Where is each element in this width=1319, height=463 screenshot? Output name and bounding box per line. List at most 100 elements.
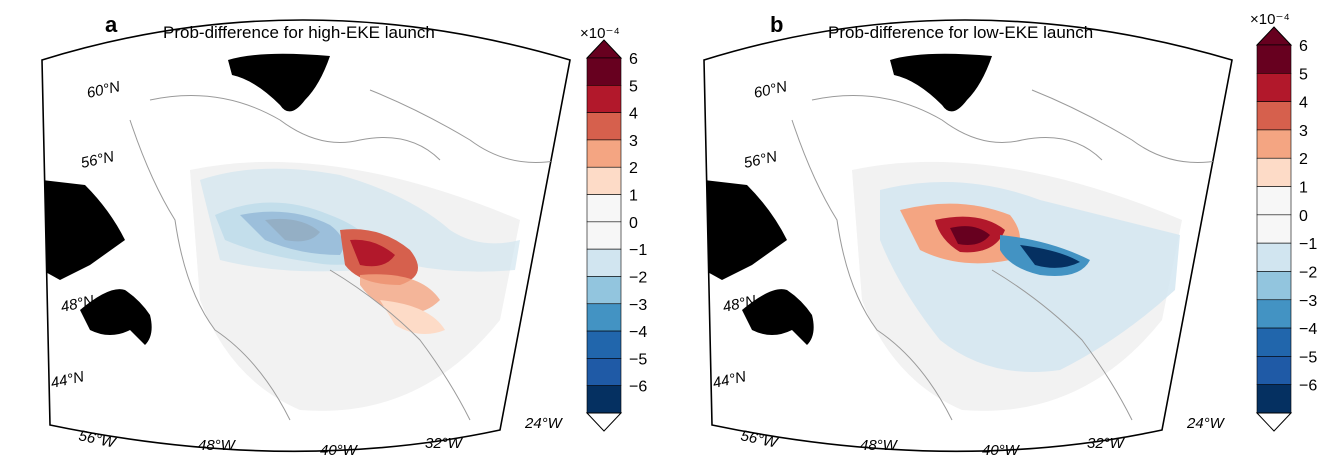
lat-tick-a-3: 48°N — [59, 292, 95, 316]
colorbar-multiplier-a: ×10⁻⁴ — [580, 25, 620, 42]
colorbar-label-a-6: 0 — [629, 215, 638, 232]
lon-tick-b-1: 48°W — [860, 437, 899, 454]
colorbar-swatch-b-9 — [1256, 299, 1292, 329]
lat-tick-b-0: 60°N — [752, 78, 788, 102]
lon-tick-b-3: 32°W — [1087, 435, 1126, 452]
land-labrador-a — [42, 180, 125, 280]
lat-tick-a-4: 44°N — [49, 368, 85, 392]
contour-line-b1 — [811, 95, 1103, 161]
colorbar-swatch-b-10 — [1256, 327, 1292, 357]
colorbar-label-b-2: 4 — [1299, 95, 1308, 112]
colorbar-multiplier-b: ×10⁻⁴ — [1250, 11, 1290, 28]
colorbar-swatch-b-12 — [1256, 384, 1292, 414]
colorbar-label-b-10: −4 — [1299, 321, 1317, 338]
colorbar-swatch-b-0 — [1256, 44, 1292, 74]
colorbar-swatch-a-8 — [586, 276, 622, 305]
colorbar-top-arrow-a — [585, 39, 623, 59]
colorbar-swatch-a-11 — [586, 358, 622, 386]
contour-line-a3 — [369, 89, 561, 163]
lon-ticks-a: 56°W 48°W 40°W 32°W 24°W — [77, 415, 564, 459]
colorbar-label-b-11: −5 — [1299, 349, 1317, 366]
colorbar-label-a-8: −2 — [629, 269, 647, 286]
lon-tick-a-3: 32°W — [425, 435, 464, 452]
colorbar-b: ×10⁻⁴ 6 5 4 3 2 1 0 −1 −2 −3 −4 −5 −6 — [1250, 11, 1317, 432]
neg-anomaly-core-b — [1020, 245, 1080, 268]
lat-tick-b-3: 48°N — [721, 292, 757, 316]
panel-b: b Prob-difference for low-EKE launch 60°… — [703, 12, 1233, 459]
colorbar-top-arrow-b — [1255, 26, 1293, 46]
colorbar-swatch-b-7 — [1256, 242, 1292, 272]
colorbar-label-b-9: −3 — [1299, 293, 1317, 310]
contour-line-a1 — [149, 95, 441, 161]
land-newfoundland-a — [80, 289, 152, 345]
panel-label-a: a — [105, 12, 118, 37]
pos-anomaly-core-a — [350, 239, 395, 267]
colorbar-swatch-b-2 — [1256, 101, 1292, 131]
land-newfoundland-b — [742, 289, 814, 345]
colorbar-label-a-11: −5 — [629, 351, 647, 368]
colorbar-label-a-3: 3 — [629, 133, 638, 150]
lat-tick-b-1: 56°N — [742, 148, 778, 172]
land-labrador-b — [704, 180, 787, 280]
colorbar-swatch-a-1 — [586, 85, 622, 113]
lat-tick-a-1: 56°N — [79, 148, 115, 172]
lon-tick-a-2: 40°W — [320, 442, 359, 458]
colorbar-label-a-10: −4 — [629, 324, 647, 341]
contour-line-b3 — [1031, 89, 1223, 163]
contour-line-a2 — [129, 119, 291, 421]
colorbar-swatch-a-4 — [586, 166, 622, 195]
colorbar-swatch-a-5 — [586, 194, 622, 223]
light-blue-spread-a — [200, 168, 520, 272]
colorbar-label-b-3: 3 — [1299, 123, 1308, 140]
colorbar-label-b-6: 0 — [1299, 208, 1308, 225]
colorbar-label-a-1: 5 — [629, 78, 638, 95]
colorbar-label-a-9: −3 — [629, 297, 647, 314]
colorbar-swatch-b-3 — [1256, 129, 1292, 159]
colorbar-label-a-12: −6 — [629, 379, 647, 396]
colorbar-swatch-b-1 — [1256, 73, 1292, 102]
colorbar-label-a-0: 6 — [629, 51, 638, 68]
land-greenland-b — [890, 53, 992, 112]
colorbar-swatch-a-2 — [586, 112, 622, 141]
colorbar-label-a-7: −1 — [629, 242, 647, 259]
contour-line-b4 — [991, 269, 1133, 421]
lon-tick-a-1: 48°W — [198, 437, 237, 454]
colorbar-label-b-12: −6 — [1299, 378, 1317, 395]
colorbar-a: ×10⁻⁴ 6 5 4 3 2 1 0 −1 −2 −3 −4 −5 −6 — [580, 25, 647, 432]
pos-anomaly-deep-b — [950, 226, 990, 245]
colorbar-swatch-a-0 — [586, 57, 622, 86]
colorbar-swatch-b-4 — [1256, 157, 1292, 187]
colorbar-swatch-b-11 — [1256, 356, 1292, 385]
colorbar-label-a-2: 4 — [629, 106, 638, 123]
pos-anomaly-light-a — [360, 274, 440, 314]
pos-anomaly-faint-a — [380, 300, 445, 334]
lat-tick-b-2: 52°N — [729, 225, 765, 249]
colorbar-swatch-b-6 — [1256, 214, 1292, 244]
colorbar-swatch-b-5 — [1256, 186, 1292, 216]
lat-ticks-b: 60°N 56°N 52°N 48°N 44°N — [711, 78, 788, 392]
colorbar-swatch-a-6 — [586, 221, 622, 250]
colorbar-label-b-7: −1 — [1299, 236, 1317, 253]
colorbar-swatch-a-3 — [586, 139, 622, 168]
colorbar-swatch-a-10 — [586, 330, 622, 359]
colorbar-swatch-a-12 — [586, 385, 622, 414]
colorbar-label-b-8: −2 — [1299, 264, 1317, 281]
lat-tick-a-0: 60°N — [85, 78, 121, 102]
colorbar-label-b-1: 5 — [1299, 66, 1308, 83]
colorbar-label-b-4: 2 — [1299, 151, 1308, 168]
contour-line-a4 — [329, 269, 471, 421]
panel-title-a: Prob-difference for high-EKE launch — [163, 23, 435, 42]
colorbar-label-b-5: 1 — [1299, 180, 1308, 197]
colorbar-swatch-a-7 — [586, 248, 622, 277]
lat-ticks-a: 60°N 56°N 52°N 48°N 44°N — [49, 78, 121, 392]
colorbar-bottom-arrow-a — [585, 412, 623, 432]
colorbar-label-b-0: 6 — [1299, 38, 1308, 55]
lat-tick-b-4: 44°N — [711, 368, 747, 392]
colorbar-swatch-a-9 — [586, 303, 622, 332]
lat-tick-a-2: 52°N — [67, 225, 103, 249]
lon-tick-b-2: 40°W — [982, 442, 1021, 458]
panel-label-b: b — [770, 12, 783, 37]
colorbar-bottom-arrow-b — [1255, 412, 1293, 432]
land-greenland-a — [228, 53, 330, 112]
